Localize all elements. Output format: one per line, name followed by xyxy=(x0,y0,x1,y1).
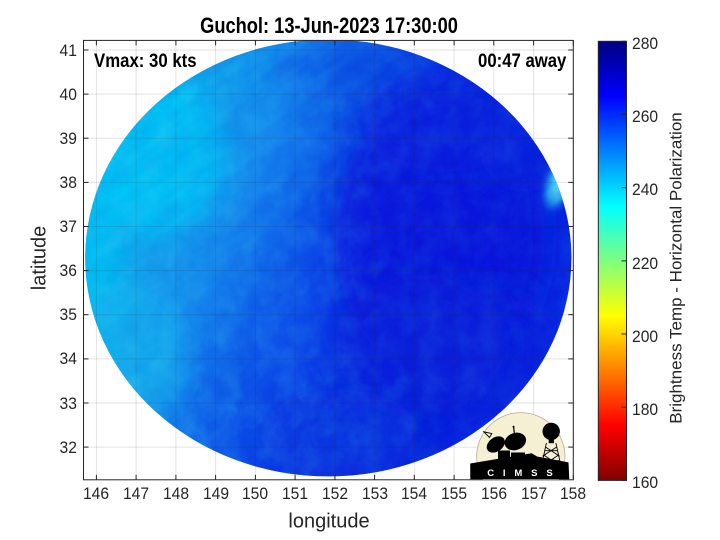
svg-text:C I M S S: C I M S S xyxy=(487,468,556,479)
